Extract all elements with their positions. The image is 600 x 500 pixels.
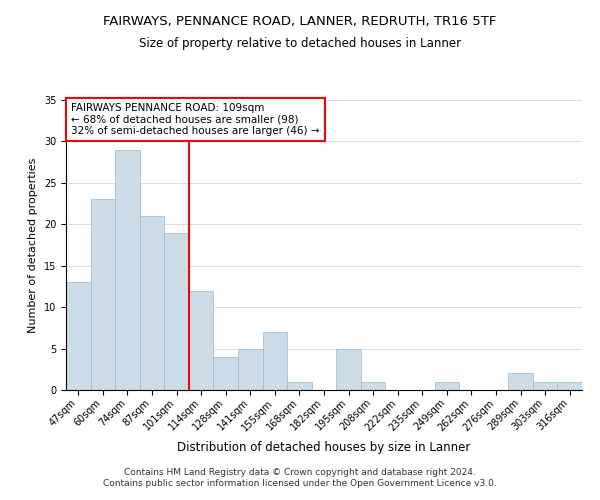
Bar <box>508 374 533 390</box>
Bar <box>140 216 164 390</box>
Bar <box>214 357 238 390</box>
Bar <box>115 150 140 390</box>
Bar <box>361 382 385 390</box>
Text: Contains HM Land Registry data © Crown copyright and database right 2024.
Contai: Contains HM Land Registry data © Crown c… <box>103 468 497 487</box>
Bar <box>557 382 582 390</box>
Bar <box>164 232 189 390</box>
Bar <box>238 348 263 390</box>
Bar <box>533 382 557 390</box>
Text: FAIRWAYS PENNANCE ROAD: 109sqm
← 68% of detached houses are smaller (98)
32% of : FAIRWAYS PENNANCE ROAD: 109sqm ← 68% of … <box>71 103 320 136</box>
Bar <box>189 290 214 390</box>
Bar <box>336 348 361 390</box>
Bar <box>287 382 312 390</box>
Text: FAIRWAYS, PENNANCE ROAD, LANNER, REDRUTH, TR16 5TF: FAIRWAYS, PENNANCE ROAD, LANNER, REDRUTH… <box>103 15 497 28</box>
Y-axis label: Number of detached properties: Number of detached properties <box>28 158 38 332</box>
Text: Size of property relative to detached houses in Lanner: Size of property relative to detached ho… <box>139 38 461 51</box>
Bar <box>263 332 287 390</box>
Bar <box>66 282 91 390</box>
Bar <box>91 200 115 390</box>
X-axis label: Distribution of detached houses by size in Lanner: Distribution of detached houses by size … <box>178 441 470 454</box>
Bar <box>434 382 459 390</box>
